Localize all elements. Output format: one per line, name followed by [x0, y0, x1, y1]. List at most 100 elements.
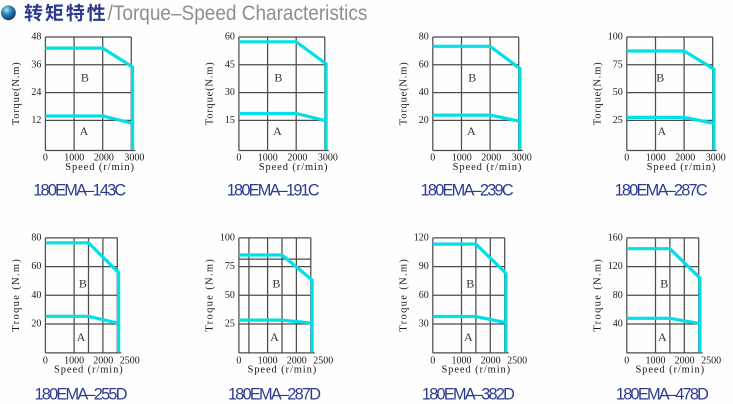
svg-text:Speed (r/min): Speed (r/min) — [441, 365, 510, 376]
svg-text:2000: 2000 — [287, 355, 307, 366]
svg-text:180EMA–478D: 180EMA–478D — [616, 385, 709, 403]
svg-text:B: B — [660, 277, 668, 291]
svg-text:Speed (r/min): Speed (r/min) — [248, 365, 317, 376]
svg-text:3000: 3000 — [706, 152, 726, 163]
svg-text:0: 0 — [430, 152, 435, 163]
svg-text:Speed (r/min): Speed (r/min) — [453, 162, 522, 173]
svg-text:60: 60 — [225, 32, 235, 43]
svg-text:48: 48 — [31, 32, 41, 43]
svg-text:75: 75 — [225, 261, 235, 272]
svg-text:60: 60 — [419, 59, 429, 70]
svg-text:2500: 2500 — [701, 355, 721, 366]
svg-text:3000: 3000 — [512, 152, 532, 163]
svg-text:25: 25 — [613, 115, 623, 126]
svg-text:0: 0 — [236, 355, 241, 366]
svg-text:2000: 2000 — [481, 355, 501, 366]
svg-text:40: 40 — [419, 87, 429, 98]
svg-text:2500: 2500 — [507, 355, 527, 366]
svg-text:Torque(N.m): Torque(N.m) — [592, 62, 603, 126]
svg-text:A: A — [270, 330, 279, 344]
svg-text:3000: 3000 — [318, 152, 338, 163]
svg-text:Torque(N.m): Torque(N.m) — [11, 62, 22, 126]
svg-text:160: 160 — [608, 232, 623, 243]
svg-text:3000: 3000 — [124, 152, 144, 163]
svg-text:20: 20 — [419, 115, 429, 126]
svg-text:180EMA–143C: 180EMA–143C — [33, 182, 126, 200]
svg-text:2500: 2500 — [313, 355, 333, 366]
svg-text:A: A — [464, 330, 473, 344]
svg-text:B: B — [272, 277, 280, 291]
svg-text:180EMA–287D: 180EMA–287D — [228, 385, 321, 403]
svg-text:180EMA–255D: 180EMA–255D — [35, 385, 128, 403]
svg-text:1000: 1000 — [452, 355, 472, 366]
svg-text:1000: 1000 — [64, 152, 84, 163]
svg-text:0: 0 — [236, 152, 241, 163]
svg-text:75: 75 — [613, 59, 623, 70]
svg-text:Speed (r/min): Speed (r/min) — [54, 365, 123, 376]
svg-text:2000: 2000 — [481, 152, 501, 163]
svg-text:24: 24 — [31, 87, 41, 98]
svg-text:40: 40 — [613, 319, 623, 330]
svg-text:180EMA–191C: 180EMA–191C — [227, 182, 320, 200]
svg-text:100: 100 — [220, 232, 235, 243]
svg-text:36: 36 — [31, 59, 41, 70]
svg-text:2500: 2500 — [120, 355, 140, 366]
svg-text:0: 0 — [430, 355, 435, 366]
svg-text:45: 45 — [225, 59, 235, 70]
svg-text:2000: 2000 — [94, 152, 114, 163]
svg-text:2000: 2000 — [675, 355, 695, 366]
svg-text:A: A — [467, 124, 476, 138]
svg-text:2000: 2000 — [93, 355, 113, 366]
svg-text:30: 30 — [419, 319, 429, 330]
svg-text:120: 120 — [608, 261, 623, 272]
svg-text:Troque (N.m): Troque (N.m) — [11, 259, 22, 332]
svg-text:1000: 1000 — [64, 355, 84, 366]
svg-text:A: A — [273, 124, 282, 138]
svg-text:1000: 1000 — [258, 355, 278, 366]
svg-text:120: 120 — [414, 232, 429, 243]
svg-text:50: 50 — [225, 290, 235, 301]
svg-text:Speed (r/min): Speed (r/min) — [259, 162, 328, 173]
svg-text:80: 80 — [613, 290, 623, 301]
svg-text:Speed (r/min): Speed (r/min) — [65, 162, 134, 173]
svg-text:/Torque–Speed Characteristics: /Torque–Speed Characteristics — [108, 2, 368, 25]
svg-text:40: 40 — [31, 290, 41, 301]
svg-text:0: 0 — [624, 355, 629, 366]
svg-text:1000: 1000 — [646, 152, 666, 163]
svg-text:12: 12 — [31, 115, 41, 126]
svg-text:B: B — [466, 277, 474, 291]
svg-text:25: 25 — [225, 319, 235, 330]
svg-text:B: B — [468, 71, 476, 85]
svg-text:A: A — [658, 330, 667, 344]
svg-text:90: 90 — [419, 261, 429, 272]
svg-text:1000: 1000 — [646, 355, 666, 366]
svg-text:B: B — [81, 71, 89, 85]
svg-text:0: 0 — [43, 355, 48, 366]
svg-text:B: B — [656, 71, 664, 85]
svg-text:100: 100 — [608, 32, 623, 43]
svg-text:A: A — [77, 330, 86, 344]
svg-text:180EMA–382D: 180EMA–382D — [422, 385, 515, 403]
svg-text:80: 80 — [419, 32, 429, 43]
svg-text:180EMA–287C: 180EMA–287C — [615, 182, 708, 200]
svg-text:2000: 2000 — [287, 152, 307, 163]
svg-text:Torque(N.m): Torque(N.m) — [205, 62, 216, 126]
svg-text:2000: 2000 — [675, 152, 695, 163]
svg-text:15: 15 — [225, 115, 235, 126]
svg-text:Troque (N.m): Troque (N.m) — [205, 259, 216, 332]
svg-text:Speed (r/min): Speed (r/min) — [647, 162, 716, 173]
svg-text:60: 60 — [31, 261, 41, 272]
svg-text:Speed (r/min): Speed (r/min) — [635, 365, 704, 376]
svg-text:0: 0 — [43, 152, 48, 163]
svg-text:80: 80 — [31, 232, 41, 243]
svg-text:A: A — [80, 124, 89, 138]
svg-text:30: 30 — [225, 87, 235, 98]
svg-text:1000: 1000 — [258, 152, 278, 163]
svg-text:A: A — [657, 124, 666, 138]
svg-text:1000: 1000 — [452, 152, 472, 163]
svg-text:Torque(N.m): Torque(N.m) — [398, 62, 409, 126]
svg-text:180EMA–239C: 180EMA–239C — [421, 182, 514, 200]
svg-text:Troque (N.m): Troque (N.m) — [592, 259, 603, 332]
svg-text:Troque (N.m): Troque (N.m) — [398, 259, 409, 332]
svg-text:B: B — [79, 277, 87, 291]
